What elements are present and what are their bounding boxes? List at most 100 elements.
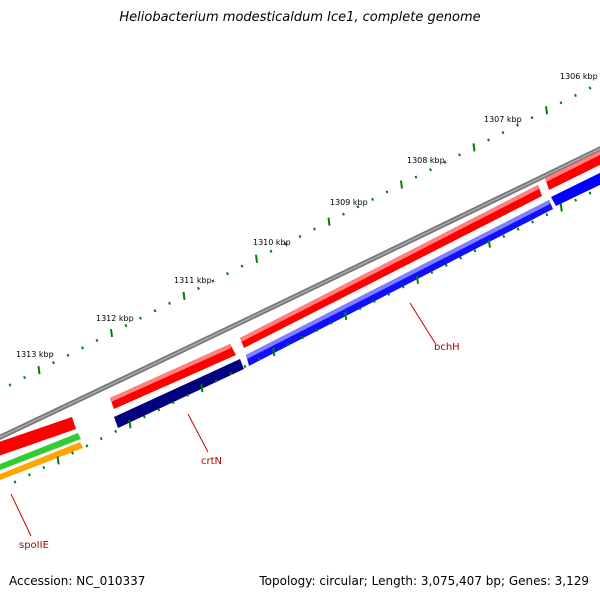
major-tick bbox=[272, 347, 276, 357]
cds-feature[interactable] bbox=[551, 168, 600, 206]
minor-tick bbox=[516, 227, 520, 231]
minor-tick bbox=[371, 197, 374, 201]
minor-tick bbox=[545, 213, 549, 217]
forward-cds-track bbox=[0, 150, 600, 459]
reverse-cds-track bbox=[114, 168, 600, 428]
minor-tick bbox=[114, 429, 118, 434]
minor-tick bbox=[473, 249, 477, 253]
major-tick bbox=[200, 383, 204, 393]
minor-tick bbox=[243, 364, 247, 368]
minor-tick bbox=[168, 301, 171, 305]
minor-tick bbox=[229, 372, 233, 376]
major-tick bbox=[545, 106, 548, 115]
minor-tick bbox=[358, 307, 362, 311]
minor-tick bbox=[356, 205, 360, 209]
minor-tick bbox=[414, 175, 418, 179]
kbp-label: 1306 kbp bbox=[560, 72, 598, 81]
major-tick bbox=[472, 143, 476, 152]
minor-tick bbox=[502, 234, 506, 238]
major-tick bbox=[416, 275, 419, 284]
kbp-label: 1308 kbp bbox=[407, 156, 445, 165]
minor-tick bbox=[226, 272, 229, 276]
gene-label-bchH: bchH bbox=[434, 342, 460, 353]
minor-tick bbox=[269, 249, 273, 253]
bchH-leader bbox=[409, 302, 436, 344]
gene-label-crtN: crtN bbox=[201, 456, 222, 467]
minor-tick bbox=[257, 357, 261, 361]
minor-tick bbox=[66, 353, 70, 357]
minor-tick bbox=[99, 437, 103, 441]
minor-tick bbox=[124, 324, 128, 328]
minor-tick bbox=[153, 309, 157, 313]
minor-tick bbox=[430, 270, 434, 275]
minor-tick bbox=[197, 286, 200, 291]
topology-text: Topology: circular; Length: 3,075,407 bp… bbox=[259, 574, 589, 588]
minor-tick bbox=[95, 338, 99, 343]
minor-tick bbox=[211, 279, 215, 283]
major-tick bbox=[56, 456, 60, 465]
minor-tick bbox=[459, 256, 463, 260]
kbp-label: 1312 kbp bbox=[96, 314, 134, 323]
cds-feature[interactable] bbox=[114, 359, 244, 428]
accession-text: Accession: NC_010337 bbox=[9, 574, 146, 588]
minor-tick bbox=[52, 361, 55, 365]
minor-tick bbox=[516, 123, 519, 127]
cds-feature[interactable] bbox=[110, 344, 236, 409]
kbp-label: 1310 kbp bbox=[253, 238, 291, 247]
orange-track-feature[interactable] bbox=[0, 442, 83, 484]
minor-tick bbox=[588, 86, 592, 90]
minor-tick bbox=[401, 285, 405, 289]
minor-tick bbox=[372, 299, 376, 303]
minor-tick bbox=[81, 346, 84, 350]
minor-tick bbox=[574, 198, 578, 202]
major-tick bbox=[327, 217, 331, 226]
crtN-leader bbox=[187, 413, 209, 453]
kbp-label: 1311 kbp bbox=[174, 276, 212, 285]
minor-tick bbox=[301, 335, 304, 340]
major-tick bbox=[128, 420, 132, 429]
minor-tick bbox=[142, 415, 146, 419]
minor-tick bbox=[27, 473, 31, 477]
major-tick bbox=[400, 180, 403, 189]
inner-ruler bbox=[13, 191, 592, 484]
minor-tick bbox=[85, 444, 89, 448]
minor-tick bbox=[429, 168, 432, 172]
minor-tick bbox=[157, 408, 161, 412]
gene-label-spoIIE: spoIIE bbox=[19, 540, 49, 551]
map-title: Heliobacterium modesticaldum Ice1, compl… bbox=[119, 10, 481, 25]
cds-feature[interactable] bbox=[0, 417, 76, 459]
minor-tick bbox=[501, 130, 505, 135]
minor-tick bbox=[574, 93, 577, 98]
minor-tick bbox=[42, 465, 46, 470]
minor-tick bbox=[342, 212, 345, 216]
kbp-label: 1307 kbp bbox=[484, 115, 522, 124]
minor-tick bbox=[588, 191, 592, 195]
minor-tick bbox=[531, 220, 534, 224]
kbp-label: 1313 kbp bbox=[16, 350, 54, 359]
minor-tick bbox=[71, 451, 74, 455]
minor-tick bbox=[171, 400, 175, 405]
minor-tick bbox=[23, 375, 26, 380]
major-tick bbox=[487, 239, 491, 248]
minor-tick bbox=[315, 328, 319, 332]
minor-tick bbox=[139, 316, 142, 320]
spoIIE-leader bbox=[10, 493, 32, 537]
minor-tick bbox=[298, 234, 302, 239]
minor-tick bbox=[329, 321, 333, 325]
minor-tick bbox=[313, 227, 316, 231]
major-tick bbox=[37, 366, 41, 375]
outer-ruler bbox=[8, 86, 592, 387]
green-track-feature[interactable] bbox=[0, 433, 81, 474]
major-tick bbox=[344, 311, 348, 320]
minor-tick bbox=[387, 292, 391, 296]
minor-tick bbox=[385, 190, 389, 194]
minor-tick bbox=[286, 343, 290, 347]
minor-tick bbox=[559, 101, 563, 105]
minor-tick bbox=[487, 138, 490, 142]
minor-tick bbox=[240, 264, 244, 268]
minor-tick bbox=[530, 116, 534, 120]
minor-tick bbox=[444, 263, 448, 267]
minor-tick bbox=[186, 393, 189, 397]
kbp-labels: 1306 kbp 1307 kbp 1308 kbp 1309 kbp 1310 kbp… bbox=[16, 72, 598, 359]
